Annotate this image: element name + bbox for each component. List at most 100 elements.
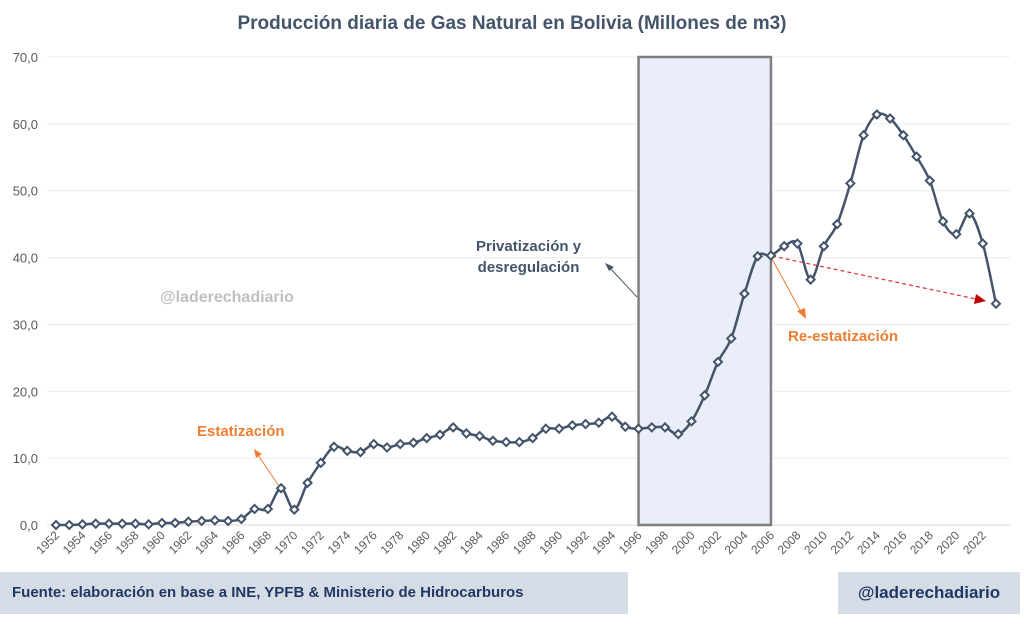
reestatizacion-arrow (770, 256, 801, 311)
x-tick-label: 1996 (616, 528, 645, 557)
privatizacion-arrow (609, 267, 638, 298)
x-tick-label: 2022 (960, 528, 989, 557)
data-point (911, 151, 922, 163)
watermark: @laderechadiario (160, 289, 294, 306)
data-point (103, 518, 115, 530)
x-tick-label: 2004 (722, 528, 751, 557)
data-point (871, 109, 883, 120)
data-point (116, 518, 128, 530)
x-tick-label: 2010 (801, 528, 830, 557)
y-tick-label: 40,0 (13, 251, 38, 266)
x-tick-label: 1988 (510, 528, 539, 557)
data-point (130, 518, 141, 530)
x-tick-label: 1972 (298, 528, 327, 557)
x-tick-label: 1984 (457, 528, 486, 557)
data-point (328, 441, 340, 453)
x-tick-label: 1970 (272, 528, 301, 557)
data-point (831, 218, 843, 230)
data-point (725, 333, 737, 344)
data-point (633, 423, 644, 435)
x-tick-label: 2002 (695, 528, 724, 557)
y-tick-label: 10,0 (13, 451, 38, 466)
x-tick-label: 2018 (907, 528, 936, 557)
data-point (964, 208, 975, 219)
data-point (235, 513, 247, 525)
data-point (884, 113, 896, 124)
data-point (897, 129, 909, 141)
data-point (686, 415, 697, 427)
data-point (474, 430, 486, 442)
data-point (487, 435, 499, 447)
data-point (447, 421, 459, 433)
data-point (752, 250, 764, 262)
data-point (341, 445, 353, 457)
estatizacion-arrow (257, 454, 280, 487)
y-tick-label: 0,0 (20, 518, 38, 533)
x-tick-label: 1978 (378, 528, 407, 557)
y-tick-label: 30,0 (13, 317, 38, 332)
data-point (791, 238, 803, 249)
data-point (990, 298, 1002, 310)
data-point (368, 438, 380, 450)
x-tick-label: 2016 (881, 528, 910, 557)
data-point (699, 389, 711, 401)
y-tick-label: 60,0 (13, 117, 38, 132)
data-point (818, 240, 830, 252)
data-point (156, 517, 168, 529)
data-point (619, 421, 631, 433)
x-tick-label: 2008 (775, 528, 804, 557)
data-point (527, 432, 539, 444)
x-tick-label: 1974 (325, 528, 354, 557)
data-point (606, 411, 618, 423)
x-tick-label: 2014 (854, 528, 883, 557)
data-point (672, 428, 684, 440)
data-point (937, 216, 949, 227)
x-tick-label: 2020 (934, 528, 963, 557)
data-point (222, 515, 234, 527)
decline-trend-arrowhead (974, 294, 986, 304)
data-point (275, 482, 287, 494)
annotation-privatizacion-line1: Privatización y (476, 238, 582, 255)
data-point (381, 442, 393, 453)
series-line (55, 112, 998, 527)
data-point (182, 516, 194, 528)
data-point (593, 417, 605, 429)
data-point (580, 418, 591, 430)
data-point (778, 240, 790, 252)
x-tick-label: 2000 (669, 528, 698, 557)
data-point (765, 250, 777, 261)
data-point (302, 477, 313, 489)
estatizacion-arrowhead (254, 449, 262, 458)
x-tick-label: 1980 (404, 528, 433, 557)
data-point (196, 515, 208, 527)
x-tick-label: 1968 (245, 528, 274, 557)
data-point (540, 423, 552, 435)
data-point (712, 356, 724, 368)
x-tick-label: 1956 (86, 528, 115, 557)
x-tick-label: 1954 (60, 528, 89, 557)
data-point (950, 228, 962, 240)
x-tick-label: 2012 (828, 528, 857, 557)
data-point (90, 518, 102, 530)
handle-footer: @laderechadiario (838, 572, 1020, 614)
data-point (421, 432, 433, 444)
x-tick-label: 1966 (219, 528, 248, 557)
data-point (513, 436, 525, 448)
x-tick-label: 2006 (748, 528, 777, 557)
data-point (566, 419, 578, 431)
data-point (63, 519, 75, 531)
data-point (288, 504, 300, 516)
source-footer: Fuente: elaboración en base a INE, YPFB … (0, 572, 628, 614)
data-point (77, 518, 88, 530)
x-tick-label: 1976 (351, 528, 380, 557)
annotation-reestatizacion: Re-estatización (788, 328, 899, 345)
data-point (143, 518, 155, 530)
data-point (169, 517, 181, 529)
x-tick-label: 1990 (536, 528, 565, 557)
data-point (924, 175, 936, 187)
x-tick-label: 1964 (192, 528, 221, 557)
data-point (50, 519, 62, 531)
data-point (659, 421, 671, 433)
annotation-estatizacion: Estatización (197, 423, 285, 440)
privatizacion-arrowhead (605, 263, 614, 271)
